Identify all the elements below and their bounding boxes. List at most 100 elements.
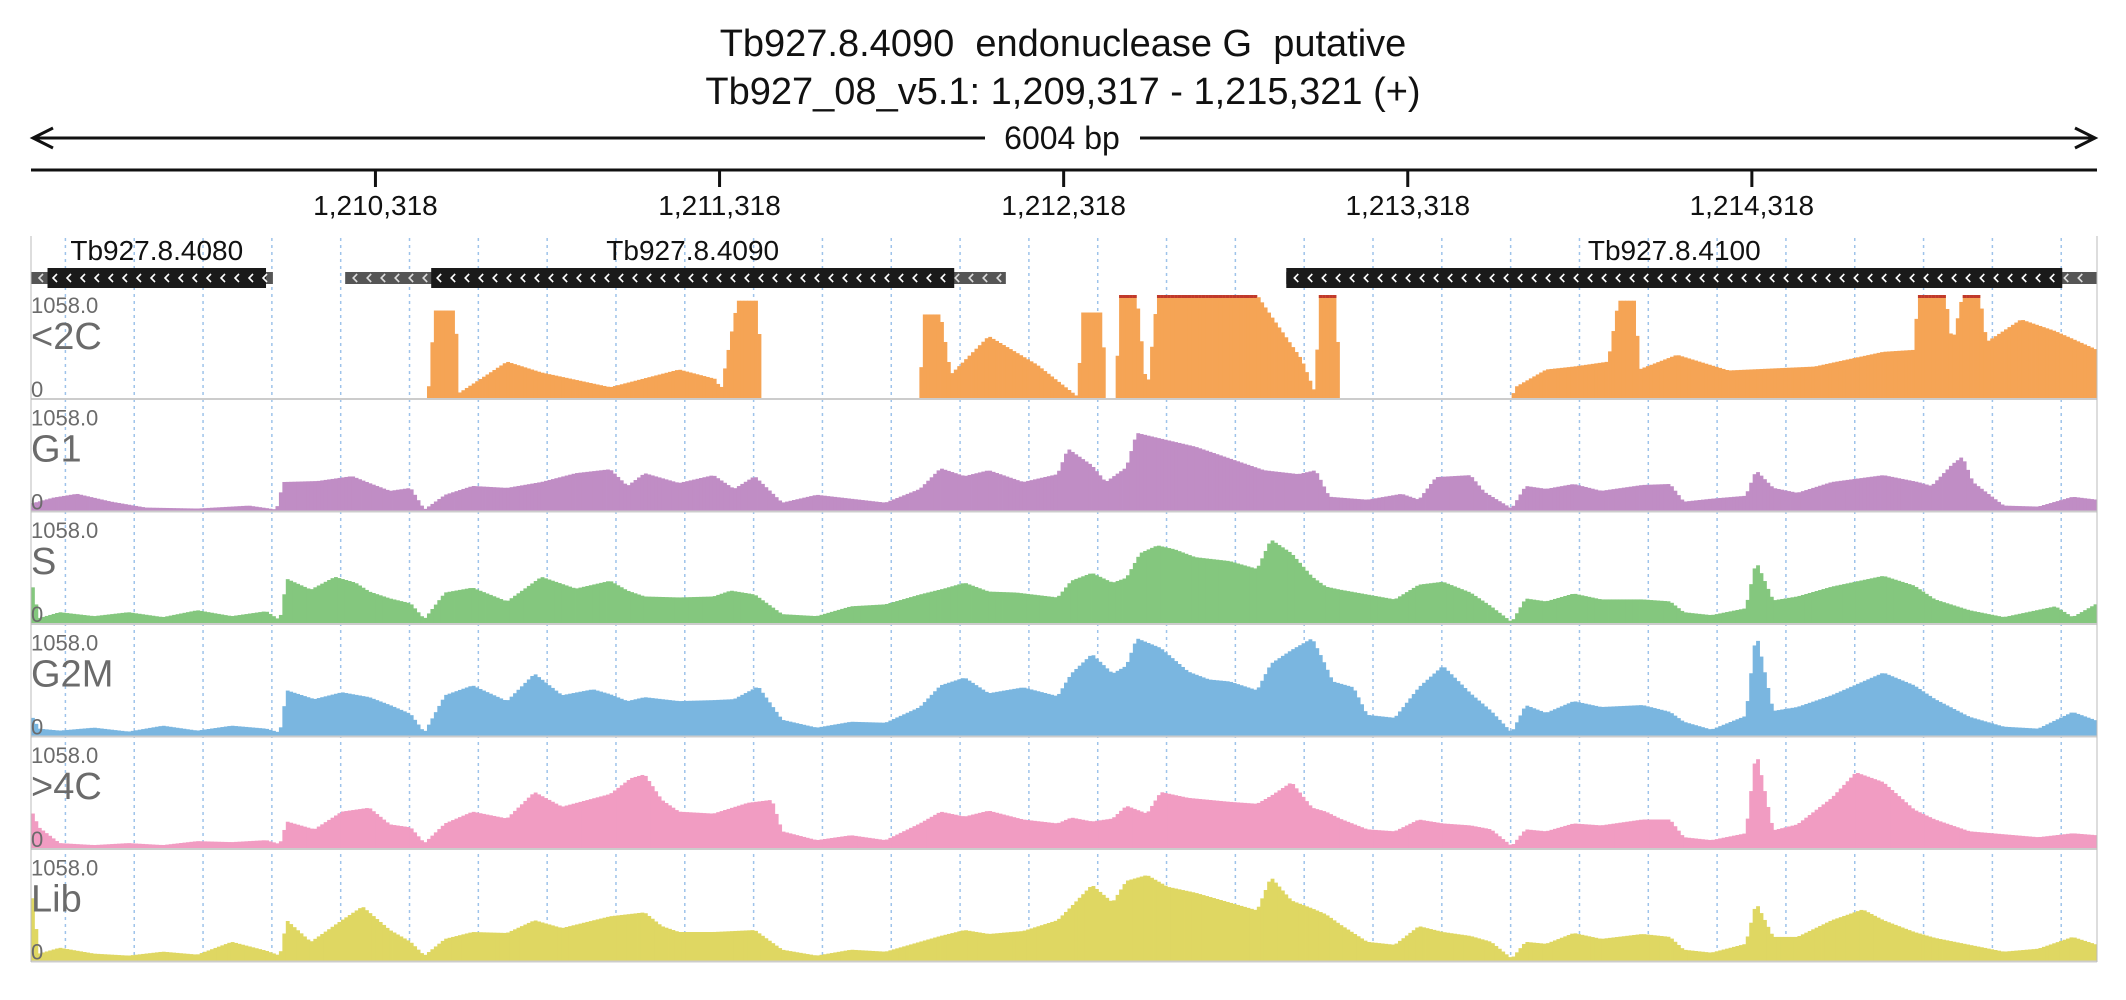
coverage-bar bbox=[1917, 295, 1922, 399]
coverage-bar bbox=[936, 470, 941, 512]
coverage-bar bbox=[1738, 717, 1743, 737]
strand-chevron-icon bbox=[534, 273, 540, 283]
coverage-bar bbox=[471, 383, 476, 399]
coverage-bar bbox=[1983, 721, 1988, 737]
clipped-marker bbox=[1236, 295, 1241, 298]
coverage-bar bbox=[929, 694, 934, 737]
coverage-bar bbox=[275, 954, 280, 962]
coverage-bar bbox=[1618, 822, 1623, 849]
coverage-bar bbox=[433, 501, 438, 512]
coverage-bar bbox=[1614, 937, 1619, 962]
coverage-bar bbox=[1762, 581, 1767, 624]
coverage-bar bbox=[1701, 614, 1705, 624]
coverage-bar bbox=[1346, 821, 1351, 849]
coverage-bar bbox=[1824, 922, 1829, 962]
coverage-bar bbox=[977, 932, 982, 962]
coverage-bar bbox=[1494, 945, 1499, 962]
coverage-bar bbox=[306, 939, 311, 962]
coverage-bar bbox=[1384, 496, 1389, 512]
coverage-bar bbox=[1959, 943, 1964, 962]
coverage-bar bbox=[1935, 700, 1940, 737]
coverage-bar bbox=[1384, 716, 1389, 737]
coverage-bar bbox=[1456, 475, 1461, 512]
coverage-bar bbox=[148, 953, 152, 962]
coverage-bar bbox=[816, 955, 820, 962]
coverage-bar bbox=[1670, 486, 1674, 512]
coverage-bar bbox=[1852, 685, 1857, 737]
coverage-bar bbox=[1911, 585, 1915, 624]
strand-chevron-icon bbox=[1447, 273, 1453, 283]
coverage-bar bbox=[1101, 665, 1106, 737]
coverage-bar bbox=[1566, 595, 1571, 624]
coverage-bar bbox=[440, 825, 445, 849]
coverage-bar bbox=[1828, 482, 1833, 512]
coverage-bar bbox=[1346, 498, 1351, 512]
coverage-bar bbox=[2004, 951, 2008, 962]
coverage-bar bbox=[120, 503, 125, 512]
coverage-bar bbox=[733, 806, 738, 849]
coverage-bar bbox=[268, 613, 273, 624]
coverage-bar bbox=[840, 836, 845, 849]
coverage-bar bbox=[2059, 609, 2063, 624]
coverage-bar bbox=[1990, 949, 1995, 962]
coverage-bar bbox=[1360, 938, 1364, 962]
coverage-bar bbox=[1876, 674, 1881, 737]
coverage-bar bbox=[1490, 497, 1495, 512]
coverage-bar bbox=[1139, 876, 1144, 962]
coverage-bar bbox=[1508, 620, 1513, 624]
coverage-bar bbox=[857, 721, 862, 737]
coverage-bar bbox=[1463, 935, 1468, 962]
coverage-bar bbox=[1580, 595, 1585, 624]
coverage-bar bbox=[1897, 926, 1902, 962]
coverage-bar bbox=[1494, 610, 1499, 624]
coverage-bar bbox=[1642, 599, 1647, 624]
coverage-bar bbox=[137, 506, 142, 512]
coverage-bar bbox=[1353, 592, 1358, 624]
coverage-bar bbox=[1742, 944, 1747, 962]
coverage-bar bbox=[1893, 477, 1898, 512]
coverage-bar bbox=[1559, 596, 1564, 624]
coverage-bar bbox=[571, 803, 576, 849]
coverage-bar bbox=[2048, 722, 2053, 737]
coverage-bar bbox=[957, 366, 962, 399]
strand-chevron-icon bbox=[996, 273, 1002, 283]
coverage-bar bbox=[337, 692, 342, 737]
coverage-bar bbox=[2031, 506, 2036, 512]
coverage-bar bbox=[1604, 824, 1609, 849]
coverage-bar bbox=[633, 593, 638, 624]
coverage-bar bbox=[1866, 912, 1871, 962]
coverage-bar bbox=[1167, 295, 1172, 399]
coverage-bar bbox=[988, 693, 993, 737]
coverage-bar bbox=[1325, 812, 1330, 849]
coverage-bar bbox=[1022, 687, 1027, 737]
coverage-bar bbox=[585, 800, 590, 849]
coverage-bar bbox=[2031, 323, 2036, 399]
coverage-bar bbox=[437, 600, 442, 624]
coverage-bar bbox=[729, 931, 734, 962]
coverage-bar bbox=[581, 586, 586, 624]
coverage-bar bbox=[1518, 715, 1523, 737]
coverage-bar bbox=[606, 469, 610, 512]
coverage-bar bbox=[110, 501, 115, 512]
coverage-bar bbox=[1432, 929, 1437, 962]
coverage-bar bbox=[1742, 716, 1747, 737]
coverage-bar bbox=[599, 470, 603, 512]
coverage-bar bbox=[2066, 938, 2070, 962]
clipped-marker bbox=[1122, 295, 1127, 298]
coverage-bar bbox=[1725, 497, 1729, 512]
coverage-bar bbox=[767, 940, 772, 962]
coverage-bar bbox=[1411, 587, 1416, 624]
coverage-bar bbox=[1346, 685, 1351, 737]
strand-chevron-icon bbox=[1671, 273, 1677, 283]
coverage-bar bbox=[1556, 827, 1561, 849]
coverage-bar bbox=[709, 700, 714, 737]
coverage-bar bbox=[1125, 661, 1130, 737]
coverage-bar bbox=[282, 481, 287, 512]
coverage-bar bbox=[557, 927, 562, 962]
coverage-bar bbox=[1528, 829, 1533, 849]
coverage-bar bbox=[2014, 727, 2019, 737]
clipped-marker bbox=[1938, 295, 1943, 298]
coverage-bar bbox=[540, 481, 545, 512]
coverage-bar bbox=[712, 813, 717, 849]
coverage-bar bbox=[1198, 295, 1203, 399]
